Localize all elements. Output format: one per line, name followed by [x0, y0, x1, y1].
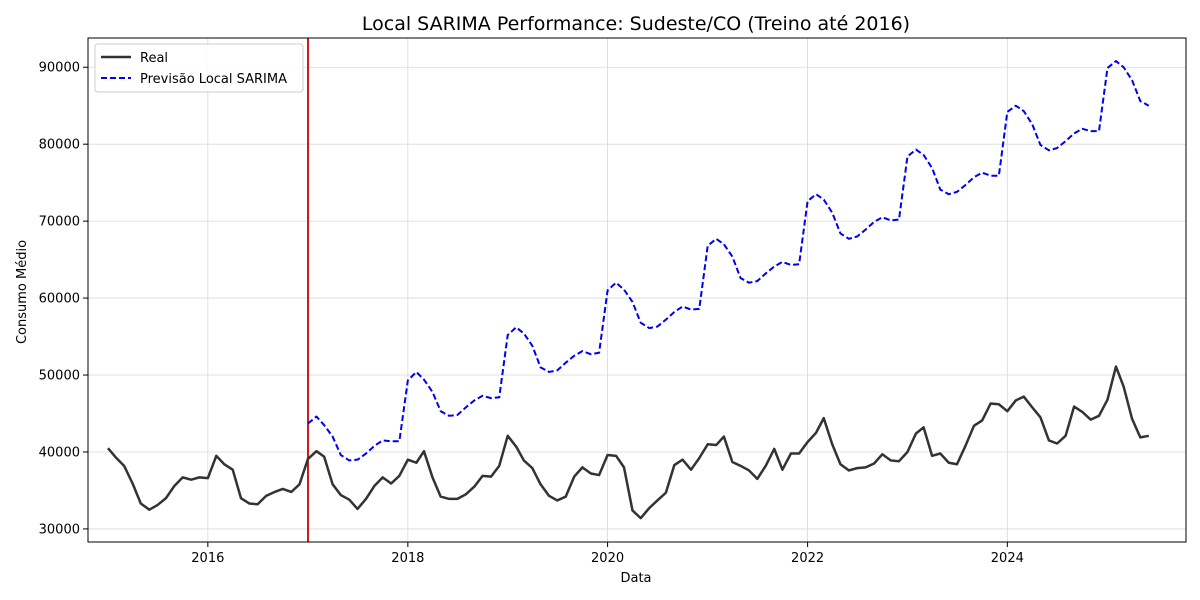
x-axis-label: Data	[620, 571, 651, 586]
chart-title: Local SARIMA Performance: Sudeste/CO (Tr…	[362, 13, 910, 35]
grid	[88, 38, 1186, 542]
y-axis: 30000 40000 50000 60000 70000 80000 90000	[39, 61, 88, 537]
legend: Real Previsão Local SARIMA	[94, 43, 304, 93]
y-tick-label: 40000	[39, 445, 80, 460]
series-line-forecast	[307, 60, 1150, 462]
y-tick-label: 60000	[39, 292, 80, 307]
x-tick-label: 2022	[791, 551, 824, 566]
x-axis: 2016 2018 2020 2022 2024	[191, 542, 1024, 566]
series-layer	[107, 38, 1150, 542]
x-tick-label: 2016	[191, 551, 224, 566]
legend-label-forecast: Previsão Local SARIMA	[140, 72, 287, 87]
series-line-real	[107, 365, 1150, 520]
y-tick-label: 90000	[39, 61, 80, 76]
y-axis-label: Consumo Médio	[15, 240, 30, 344]
legend-label-real: Real	[140, 51, 168, 66]
y-tick-label: 80000	[39, 138, 80, 153]
legend-frame	[94, 43, 304, 93]
x-tick-label: 2024	[991, 551, 1024, 566]
plot-frame	[87, 37, 1187, 543]
y-tick-label: 50000	[39, 369, 80, 384]
x-tick-label: 2018	[391, 551, 424, 566]
x-tick-label: 2020	[591, 551, 624, 566]
y-tick-label: 70000	[39, 215, 80, 230]
y-tick-label: 30000	[39, 522, 80, 537]
